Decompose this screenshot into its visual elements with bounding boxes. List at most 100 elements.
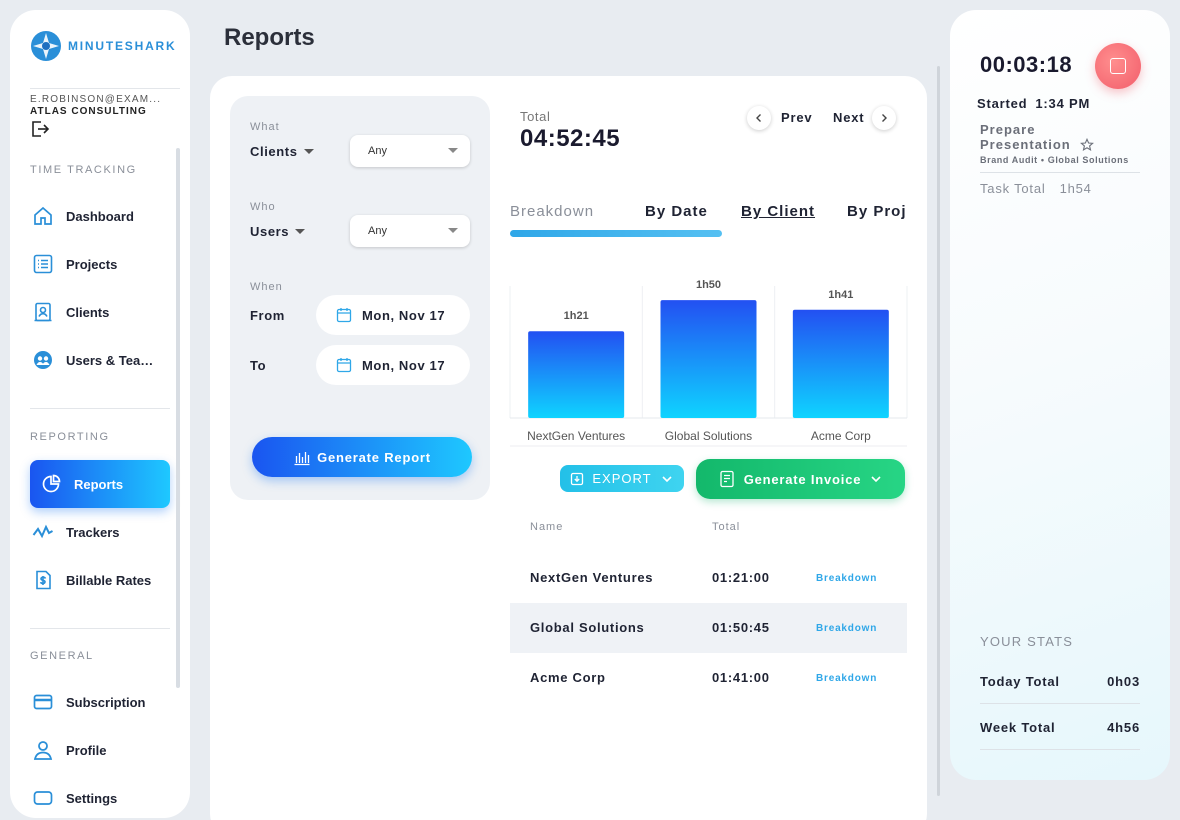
stat-divider [980,703,1140,704]
settings-icon [33,791,53,805]
sidebar-item-profile[interactable]: Profile [30,726,170,774]
star-icon[interactable] [1080,138,1094,152]
chevron-down-icon [448,228,458,233]
what-value-select[interactable]: Any [350,135,470,167]
sidebar-item-trackers[interactable]: Trackers [30,508,170,556]
to-date-value: Mon, Nov 17 [362,357,446,373]
sidebar-item-subscription[interactable]: Subscription [30,678,170,726]
task-total-value: 1h54 [1059,181,1092,196]
timer-elapsed: 00:03:18 [980,52,1073,77]
table-row: Global Solutions 01:50:45 Breakdown [510,603,907,653]
sidebar-item-users-teams[interactable]: Users & Teams [30,336,170,384]
who-value-select[interactable]: Any [350,215,470,247]
sidebar-item-dashboard[interactable]: Dashboard [30,192,170,240]
export-label: EXPORT [592,471,652,486]
section-title-general: GENERAL [30,650,94,662]
who-field-selector[interactable]: Users [250,224,306,239]
logout-icon[interactable] [30,120,50,138]
chart-bar [792,309,889,418]
sidebar-scrollbar[interactable] [176,148,180,688]
main-scrollbar[interactable] [937,66,940,796]
row-breakdown-link[interactable]: Breakdown [816,573,878,584]
report-tabs: Breakdown By Date By Client By Project [510,200,907,240]
stat-divider [980,749,1140,750]
chart-data-label: 1h21 [564,310,589,322]
brand-logo[interactable]: MINUTESHARK [30,30,176,62]
row-breakdown-link[interactable]: Breakdown [816,673,878,684]
sidebar-item-billable-rates[interactable]: Billable Rates [30,556,170,604]
to-date-picker[interactable]: Mon, Nov 17 [316,345,470,385]
sidebar-item-label: Settings [66,790,118,806]
stop-timer-button[interactable] [1095,43,1141,89]
row-total: 01:50:45 [712,620,770,635]
section-divider [30,408,170,409]
bar-chart-icon [294,452,310,466]
row-total: 01:21:00 [712,570,770,585]
user-icon [33,741,53,760]
activity-icon [32,524,53,539]
today-total-value: 0h03 [1107,674,1140,689]
page-title: Reports [224,24,315,51]
generate-invoice-label: Generate Invoice [743,471,862,487]
tab-by-project[interactable]: By Project [847,203,907,220]
what-field-selector[interactable]: Clients [250,144,314,159]
sidebar-item-reports[interactable]: Reports [30,460,170,508]
section-divider [30,628,170,629]
task-project-client: Brand Audit • Global Solutions [980,155,1129,165]
chevron-down-icon [871,476,881,483]
card-icon [33,694,53,710]
export-button[interactable]: EXPORT [560,465,684,492]
chevron-left-icon [756,114,761,122]
from-label: From [250,308,285,323]
sidebar-item-label: Users & Teams [66,352,158,368]
week-total-value: 4h56 [1107,720,1140,735]
shark-logo-icon [31,31,61,61]
task-total: Task Total 1h54 [980,181,1092,196]
users-icon [34,351,52,369]
tab-by-client[interactable]: By Client [741,203,816,220]
next-button[interactable] [872,106,896,130]
chevron-down-icon [662,475,672,482]
sidebar: MINUTESHARK E.ROBINSON@EXAM... ATLAS CON… [10,10,190,818]
sidebar-item-label: Dashboard [66,208,134,224]
sidebar-item-settings[interactable]: Settings [30,774,170,818]
calendar-icon [336,308,352,323]
dollar-doc-icon [36,570,51,590]
bar-chart: 1h21 NextGen Ventures 1h50 Global Solutions… [509,279,908,447]
account-email: E.ROBINSON@EXAM... [30,94,162,105]
list-icon [33,254,53,274]
brand-name: MINUTESHARK [68,39,177,53]
total-value: 04:52:45 [520,125,621,152]
today-total-row: Today Total 0h03 [980,674,1140,689]
sidebar-item-clients[interactable]: Clients [30,288,170,336]
started-label: Started [977,96,1028,111]
row-breakdown-link[interactable]: Breakdown [816,623,878,634]
when-caption: When [250,281,283,293]
breakdown-chart: 1h21 NextGen Ventures 1h50 Global Solutions… [509,262,908,448]
download-icon [571,472,584,485]
who-field-label: Users [250,224,290,239]
reports-icon [42,474,61,493]
calendar-icon [336,358,352,373]
stop-icon [1110,58,1126,74]
tab-by-date[interactable]: By Date [645,203,708,220]
chart-data-label: 1h41 [828,289,853,301]
sidebar-item-label: Subscription [66,694,146,710]
chart-category-label: Global Solutions [665,429,752,443]
sidebar-item-projects[interactable]: Projects [30,240,170,288]
sidebar-item-label: Clients [66,304,110,320]
chart-category-label: NextGen Ventures [527,429,625,443]
prev-label[interactable]: Prev [781,110,813,125]
prev-button[interactable] [747,106,771,130]
generate-invoice-button[interactable]: Generate Invoice [696,459,905,499]
row-client-name: Global Solutions [530,620,645,635]
from-date-picker[interactable]: Mon, Nov 17 [316,295,470,335]
what-field-label: Clients [250,144,298,159]
task-divider [980,172,1140,173]
generate-report-button[interactable]: Generate Report [252,437,472,477]
tab-breakdown[interactable]: Breakdown [510,203,595,220]
what-value: Any [368,145,387,157]
account-organization: ATLAS CONSULTING [30,106,147,117]
next-label[interactable]: Next [833,110,865,125]
sidebar-item-label: Reports [74,476,124,492]
